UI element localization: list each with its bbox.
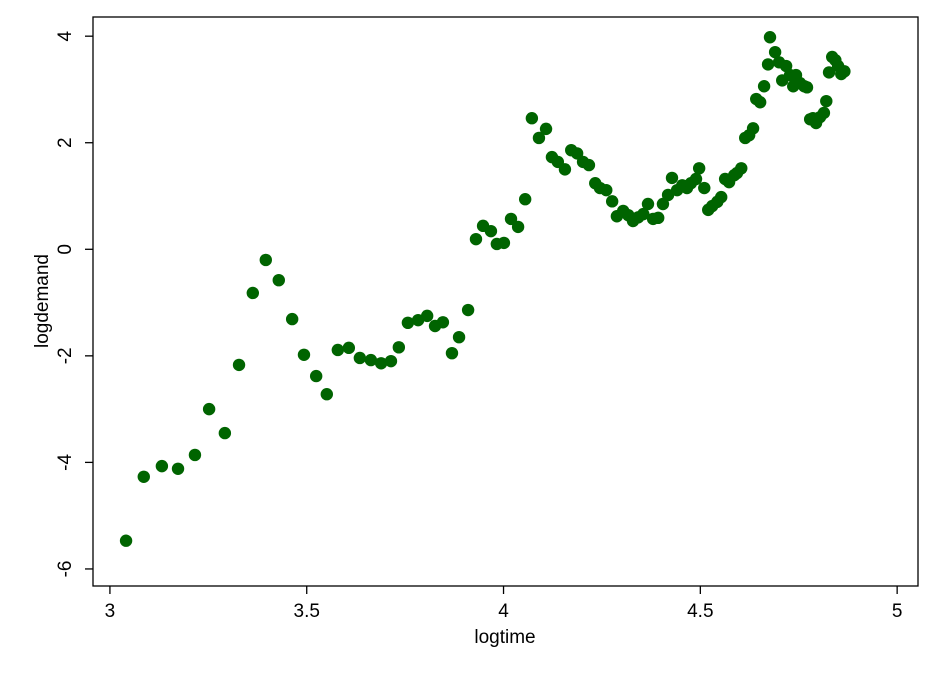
y-tick-label: -6 (55, 560, 76, 577)
y-tick-label: 0 (55, 244, 76, 255)
point (484, 224, 498, 238)
point (401, 316, 415, 330)
point (272, 273, 285, 287)
point (656, 197, 670, 211)
point (155, 459, 169, 473)
y-axis-title: logdemand (32, 254, 53, 348)
point (652, 211, 665, 225)
point (735, 162, 748, 175)
point (353, 351, 367, 365)
point (763, 31, 777, 44)
point (689, 172, 703, 186)
point (817, 106, 831, 120)
x-tick-label: 3 (105, 601, 116, 622)
point (420, 309, 434, 323)
point (246, 286, 260, 300)
point (392, 341, 406, 354)
y-tick-label: 4 (55, 30, 76, 41)
x-axis-title: logtime (474, 627, 535, 648)
y-tick-label: -2 (55, 347, 76, 364)
point (525, 112, 539, 125)
point (218, 426, 232, 440)
point (768, 45, 782, 59)
point (297, 348, 311, 361)
point (364, 353, 378, 367)
point (698, 181, 711, 195)
point (820, 94, 833, 108)
y-tick-label: 2 (55, 137, 76, 148)
point (374, 357, 388, 370)
point (641, 197, 655, 211)
point (202, 402, 216, 416)
point (461, 303, 475, 317)
point (232, 358, 246, 372)
point (692, 162, 706, 175)
point (436, 316, 450, 329)
point (665, 171, 679, 185)
point (800, 81, 814, 94)
point (119, 534, 133, 547)
point (452, 330, 466, 344)
point (605, 195, 619, 208)
point (532, 131, 546, 145)
point (714, 190, 728, 204)
point (822, 66, 836, 79)
point (331, 343, 345, 357)
point (753, 96, 767, 109)
point (285, 312, 299, 326)
point (518, 193, 532, 206)
point (582, 158, 596, 172)
x-tick-label: 4.5 (687, 601, 713, 622)
point (761, 58, 775, 71)
x-tick-label: 4 (498, 601, 509, 622)
point (558, 163, 572, 176)
point (171, 462, 185, 475)
point (320, 388, 334, 401)
point (309, 369, 323, 383)
x-tick-label: 3.5 (294, 601, 320, 622)
point (497, 236, 511, 250)
point (637, 207, 650, 221)
point (504, 212, 518, 226)
point (757, 80, 771, 93)
point (746, 122, 760, 135)
plot-frame (92, 16, 919, 587)
point (445, 346, 459, 360)
point (539, 122, 553, 136)
point (137, 470, 150, 483)
point (600, 183, 613, 197)
point (188, 448, 202, 462)
y-tick-label: -4 (55, 454, 76, 471)
point (384, 354, 398, 368)
point (511, 220, 525, 234)
x-tick-label: 5 (892, 601, 903, 622)
point (838, 65, 851, 78)
point (469, 232, 483, 246)
point (342, 341, 356, 355)
point (259, 253, 272, 267)
